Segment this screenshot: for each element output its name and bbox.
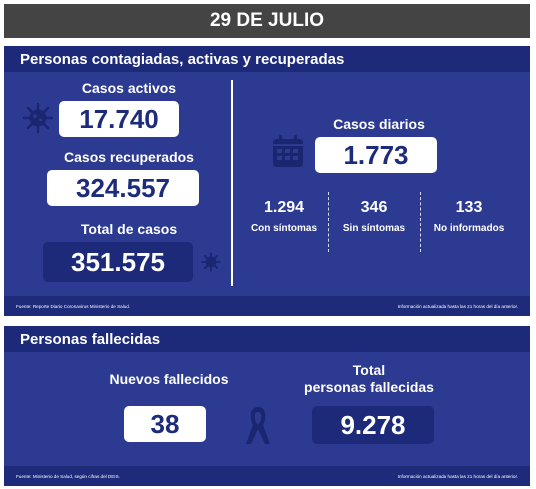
new-deceased-value-text: 38: [150, 408, 180, 439]
daily-cases-label: Casos diarios: [333, 116, 425, 132]
active-cases-value: 17.740: [59, 101, 179, 137]
source-note: Fuente: Ministerio de Salud, según cifra…: [16, 473, 120, 479]
mourning-ribbon-icon: [244, 404, 272, 446]
without-symptoms-label: Sin síntomas: [342, 223, 406, 234]
recovered-cases-label: Casos recuperados: [64, 149, 194, 165]
daily-cases-value-text: 1.773: [343, 139, 409, 170]
with-symptoms-value: 1.294: [263, 199, 305, 216]
breakdown-divider: [420, 192, 421, 252]
with-symptoms-label: Con síntomas: [250, 223, 318, 234]
total-cases-value-text: 351.575: [71, 246, 165, 277]
total-deceased-label-line1: Total: [352, 362, 386, 378]
infected-panel: Personas contagiadas, activas y recupera…: [4, 46, 530, 316]
total-deceased-label-line2: personas fallecidas: [304, 379, 434, 395]
deceased-panel-title-text: Personas fallecidas: [20, 330, 161, 348]
calendar-icon: [272, 134, 304, 168]
total-deceased-value-text: 9.278: [340, 409, 406, 440]
source-note: Fuente: Reporte Diario Coronavirus Minis…: [16, 303, 131, 309]
total-deceased-value: 9.278: [312, 406, 434, 444]
section-divider: [231, 80, 233, 286]
deceased-panel: Personas fallecidas Nuevos fallecidos 38…: [4, 326, 530, 486]
deceased-panel-title: Personas fallecidas: [4, 326, 530, 352]
total-cases-label: Total de casos: [80, 221, 178, 237]
breakdown-divider: [328, 192, 329, 252]
new-deceased-label: Nuevos fallecidos: [109, 371, 229, 387]
not-informed-value: 133: [455, 199, 483, 216]
daily-cases-value: 1.773: [315, 137, 437, 173]
infected-panel-title: Personas contagiadas, activas y recupera…: [4, 46, 530, 72]
virus-small-icon: [201, 252, 221, 272]
total-cases-value: 351.575: [43, 242, 193, 282]
new-deceased-value: 38: [124, 406, 206, 442]
infected-panel-footer: Fuente: Reporte Diario Coronavirus Minis…: [4, 296, 530, 316]
active-cases-value-text: 17.740: [79, 103, 159, 134]
recovered-cases-value-text: 324.557: [76, 172, 170, 203]
date-label: 29 DE JULIO: [209, 10, 325, 31]
recovered-cases-value: 324.557: [47, 170, 199, 206]
without-symptoms-value: 346: [360, 199, 388, 216]
deceased-panel-footer: Fuente: Ministerio de Salud, según cifra…: [4, 466, 530, 486]
infected-panel-title-text: Personas contagiadas, activas y recupera…: [20, 50, 345, 68]
virus-icon: [22, 102, 54, 134]
update-note: Información actualizada hasta las 21 hor…: [397, 303, 518, 309]
active-cases-label: Casos activos: [81, 80, 177, 96]
update-note: Información actualizada hasta las 21 hor…: [397, 473, 518, 479]
date-banner: 29 DE JULIO: [4, 4, 530, 38]
not-informed-label: No informados: [433, 223, 505, 234]
